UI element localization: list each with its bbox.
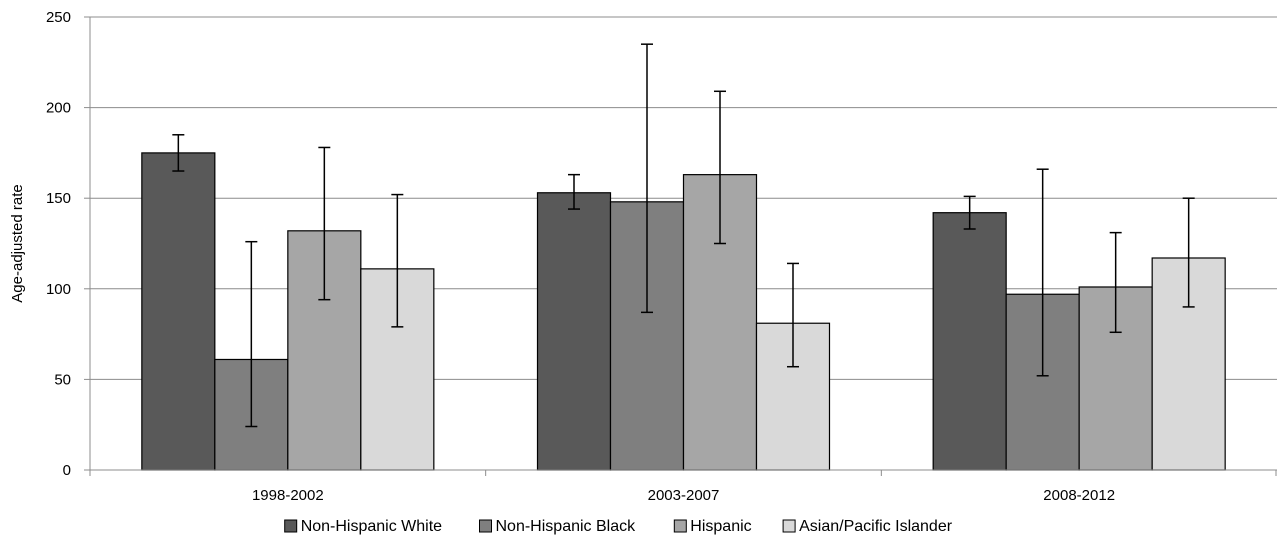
legend-item: Non-Hispanic White <box>284 518 442 535</box>
legend-item: Asian/Pacific Islander <box>782 518 953 535</box>
legend-swatch <box>673 519 687 533</box>
y-tick-label: 50 <box>54 371 71 388</box>
x-tick-label: 2003-2007 <box>648 487 720 504</box>
error-bars <box>172 43 1195 428</box>
legend: Non-Hispanic White Non-Hispanic Black Hisp… <box>284 518 953 535</box>
legend-label: Non-Hispanic Black <box>496 518 637 535</box>
y-axis-title: Age-adjusted rate <box>9 184 26 302</box>
y-tick-label: 0 <box>63 462 71 479</box>
bar <box>141 152 216 471</box>
legend-swatch <box>284 519 298 533</box>
axes <box>84 16 1277 476</box>
bar <box>536 192 612 471</box>
legend-item: Hispanic <box>673 518 752 535</box>
legend-item: Non-Hispanic Black <box>479 518 637 535</box>
y-tick-label: 100 <box>46 281 71 298</box>
legend-swatch <box>782 519 796 533</box>
legend-label: Asian/Pacific Islander <box>799 518 953 535</box>
bars <box>141 152 1226 471</box>
legend-label: Non-Hispanic White <box>301 518 442 535</box>
x-tick-label: 2008-2012 <box>1043 487 1115 504</box>
y-tick-label: 150 <box>46 190 71 207</box>
bar <box>932 212 1007 471</box>
x-tick-label: 1998-2002 <box>252 487 324 504</box>
y-tick-label: 200 <box>46 100 71 117</box>
y-tick-label: 250 <box>46 9 71 26</box>
legend-swatch <box>479 519 492 533</box>
x-tick-labels: 1998-2002 2003-2007 2008-2012 <box>252 487 1115 504</box>
legend-label: Hispanic <box>690 518 751 535</box>
y-tick-labels: 0 50 100 150 200 250 <box>46 9 71 479</box>
